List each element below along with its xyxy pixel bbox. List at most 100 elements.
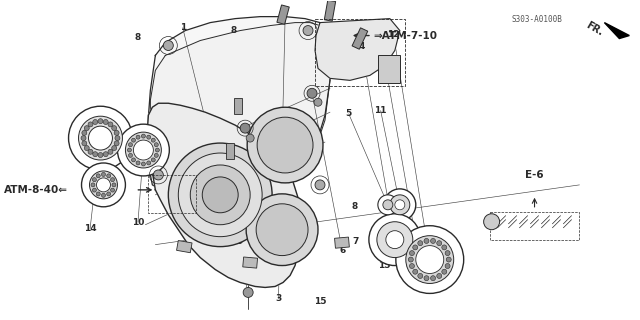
Circle shape: [257, 117, 313, 173]
Circle shape: [81, 163, 125, 207]
Circle shape: [82, 141, 87, 146]
Circle shape: [136, 161, 140, 165]
Circle shape: [424, 238, 429, 244]
Circle shape: [97, 178, 111, 192]
Circle shape: [246, 134, 254, 142]
Circle shape: [315, 180, 325, 190]
Circle shape: [102, 172, 106, 176]
Polygon shape: [150, 23, 330, 200]
Text: 8: 8: [230, 27, 237, 36]
Circle shape: [202, 177, 238, 213]
Circle shape: [108, 149, 113, 154]
Polygon shape: [147, 103, 300, 287]
Circle shape: [82, 130, 87, 135]
Circle shape: [88, 122, 93, 127]
Circle shape: [442, 245, 447, 250]
Circle shape: [112, 183, 116, 187]
Circle shape: [369, 214, 420, 266]
Text: 12: 12: [387, 30, 400, 39]
Text: 15: 15: [314, 297, 326, 306]
Circle shape: [112, 126, 116, 131]
Bar: [177, 241, 192, 253]
Circle shape: [79, 116, 122, 160]
Circle shape: [133, 140, 154, 160]
Circle shape: [114, 141, 119, 146]
Circle shape: [84, 126, 89, 131]
Circle shape: [190, 165, 250, 225]
Circle shape: [418, 241, 423, 246]
Circle shape: [154, 143, 158, 147]
Text: 8: 8: [352, 202, 358, 211]
Circle shape: [92, 178, 97, 182]
Circle shape: [107, 174, 111, 178]
Circle shape: [156, 148, 159, 152]
Text: 10: 10: [132, 218, 144, 227]
Text: 7: 7: [243, 214, 250, 223]
Text: 2: 2: [416, 253, 422, 262]
Circle shape: [247, 107, 323, 183]
Circle shape: [406, 236, 454, 284]
Text: 15: 15: [378, 261, 390, 270]
Circle shape: [413, 245, 418, 250]
Circle shape: [88, 149, 93, 154]
Circle shape: [147, 161, 151, 165]
Circle shape: [151, 138, 156, 142]
Circle shape: [484, 214, 500, 230]
Circle shape: [127, 148, 131, 152]
Circle shape: [111, 188, 115, 192]
Circle shape: [408, 257, 413, 262]
Polygon shape: [604, 23, 629, 38]
Text: 11: 11: [374, 106, 387, 115]
Circle shape: [256, 204, 308, 256]
Circle shape: [377, 222, 413, 258]
Circle shape: [136, 135, 140, 139]
Text: 14: 14: [84, 224, 97, 233]
Circle shape: [413, 269, 418, 274]
Text: 3: 3: [275, 294, 282, 303]
Circle shape: [129, 143, 132, 147]
Circle shape: [445, 264, 450, 268]
Circle shape: [436, 241, 442, 246]
Circle shape: [390, 195, 410, 215]
Circle shape: [114, 130, 119, 135]
Bar: [226, 143, 234, 159]
Circle shape: [125, 132, 161, 168]
Circle shape: [445, 251, 450, 256]
Circle shape: [240, 123, 250, 133]
Circle shape: [446, 257, 451, 262]
Bar: [234, 98, 242, 114]
Circle shape: [431, 276, 436, 281]
Circle shape: [141, 162, 145, 166]
Text: 6: 6: [339, 246, 346, 255]
Text: S303-A0100B: S303-A0100B: [512, 15, 563, 24]
Circle shape: [418, 274, 423, 278]
Circle shape: [246, 194, 318, 266]
Text: 1: 1: [180, 23, 186, 32]
Circle shape: [98, 119, 103, 124]
Circle shape: [307, 88, 317, 98]
Bar: [324, 0, 335, 21]
Text: ATM-8-40⇐: ATM-8-40⇐: [4, 185, 68, 195]
Circle shape: [129, 153, 132, 157]
Circle shape: [141, 134, 145, 138]
Circle shape: [378, 195, 398, 215]
Circle shape: [168, 143, 272, 247]
Circle shape: [383, 200, 393, 210]
Bar: [277, 5, 289, 24]
Circle shape: [396, 226, 464, 293]
Circle shape: [131, 158, 136, 162]
Circle shape: [91, 183, 95, 187]
Bar: [243, 257, 257, 268]
Circle shape: [431, 238, 436, 244]
Text: 9: 9: [237, 237, 243, 246]
Circle shape: [103, 152, 108, 157]
Circle shape: [93, 152, 98, 157]
Circle shape: [314, 98, 322, 106]
Text: 9: 9: [221, 160, 227, 169]
Circle shape: [131, 138, 136, 142]
Circle shape: [303, 26, 313, 36]
Circle shape: [154, 170, 163, 180]
Text: 7: 7: [352, 237, 358, 246]
Circle shape: [90, 171, 118, 199]
FancyBboxPatch shape: [378, 55, 400, 83]
